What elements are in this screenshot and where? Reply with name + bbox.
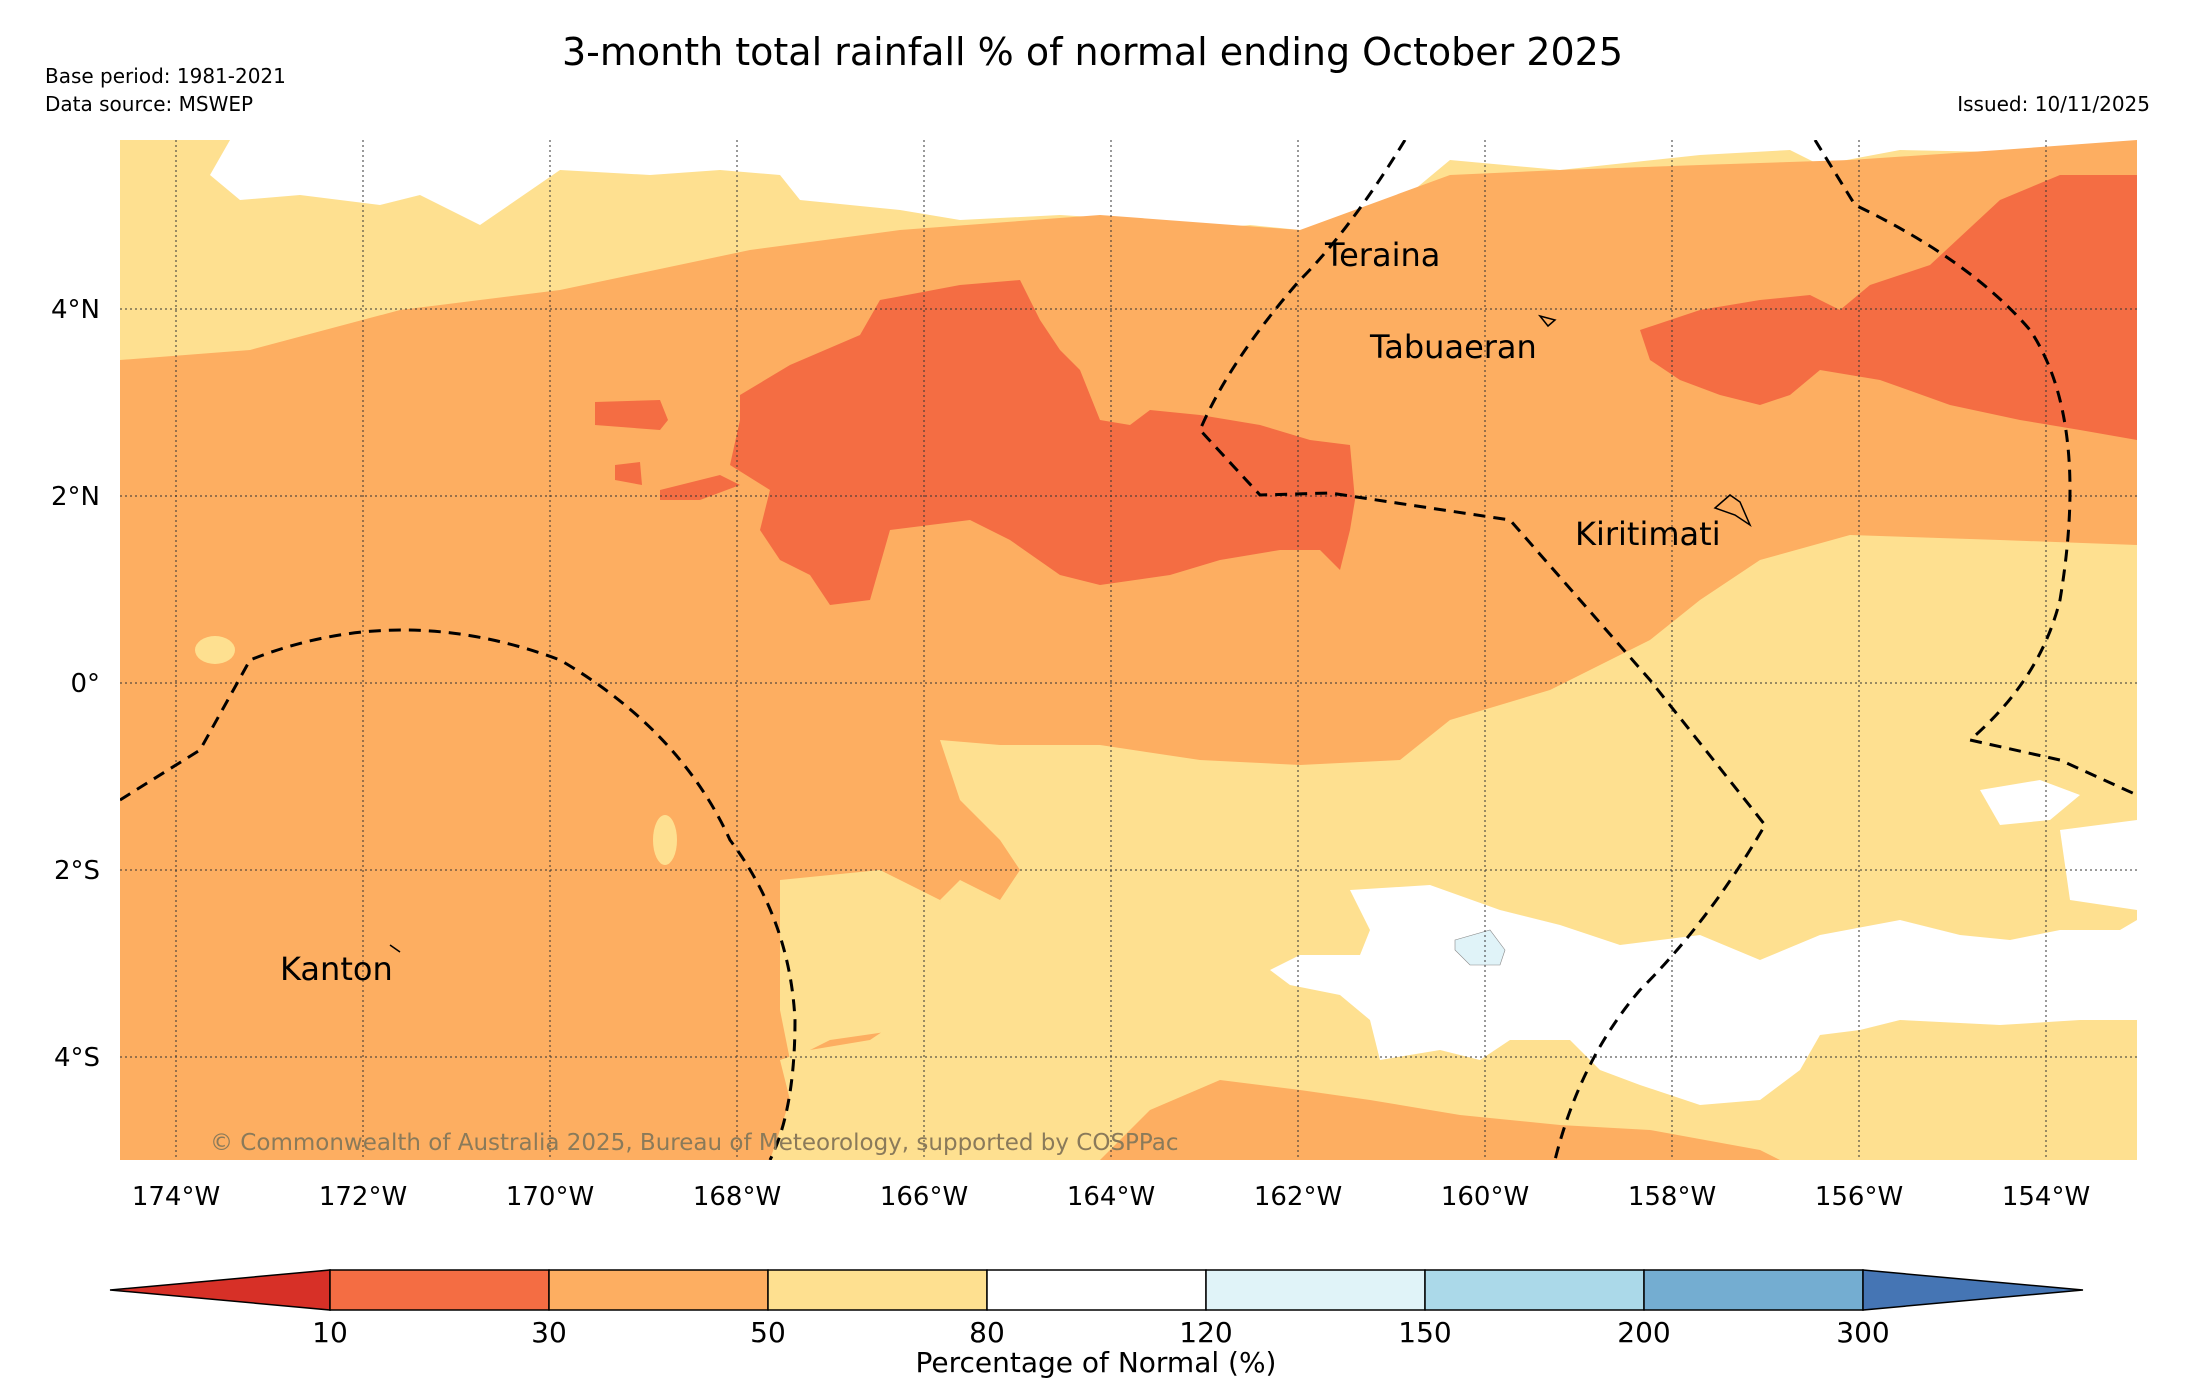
kanton-island-icon (389, 944, 401, 953)
lon-label-160w: 160°W (1441, 1182, 1529, 1212)
lat-label-2n: 2°N (51, 482, 100, 512)
lon-label-168w: 168°W (693, 1182, 781, 1212)
colorbar-segment-200-300 (1643, 1269, 1864, 1311)
colorbar: 10 30 50 80 120 150 200 300 Percentage o… (109, 1269, 2084, 1379)
lon-label-162w: 162°W (1254, 1182, 1342, 1212)
colorbar-label: Percentage of Normal (%) (916, 1346, 1277, 1379)
eez-east (1813, 140, 2137, 797)
lon-label-154w: 154°W (2002, 1182, 2090, 1212)
lon-label-156w: 156°W (1815, 1182, 1903, 1212)
colorbar-tick-300: 300 (1836, 1316, 1889, 1349)
colorbar-tick-150: 150 (1398, 1316, 1451, 1349)
region-50-80-islet-west (195, 636, 235, 664)
lon-label-172w: 172°W (319, 1182, 407, 1212)
graticule (120, 140, 2137, 1160)
colorbar-tick-120: 120 (1179, 1316, 1232, 1349)
region-120-150 (1454, 929, 1506, 966)
region-30-50-south (1100, 1080, 1780, 1160)
data-source: Data source: MSWEP (45, 92, 254, 116)
label-teraina: Teraina (1324, 236, 1440, 274)
colorbar-segment-below-10 (109, 1269, 331, 1311)
region-10-30-west-patch (595, 400, 668, 430)
colorbar-tick-50: 50 (750, 1316, 786, 1349)
map-title: 3-month total rainfall % of normal endin… (561, 30, 1624, 74)
region-80-120-east-2 (2060, 820, 2137, 910)
base-period: Base period: 1981-2021 (45, 64, 286, 88)
region-10-30-west-patch-3 (615, 462, 642, 485)
kiritimati-island-icon (1713, 494, 1752, 528)
colorbar-tick-10: 10 (312, 1316, 348, 1349)
colorbar-tick-30: 30 (531, 1316, 567, 1349)
lon-label-166w: 166°W (880, 1182, 968, 1212)
issued-date: Issued: 10/11/2025 (1957, 92, 2150, 116)
colorbar-segment-120-150 (1205, 1269, 1426, 1311)
latitude-labels: 4°N 2°N 0° 2°S 4°S (51, 295, 100, 1073)
colorbar-segment-above-300 (1862, 1269, 2084, 1311)
label-kiritimati: Kiritimati (1575, 515, 1721, 553)
colorbar-segment-80-120 (986, 1269, 1207, 1311)
map-plot-area (120, 140, 2137, 1160)
eez-kanton (120, 628, 797, 1160)
lon-label-158w: 158°W (1628, 1182, 1716, 1212)
lon-label-170w: 170°W (506, 1182, 594, 1212)
lat-label-4n: 4°N (51, 295, 100, 325)
region-80-120-east (1980, 780, 2080, 825)
region-10-30-northeast (1640, 175, 2137, 440)
tabuaeran-island-icon (1537, 314, 1557, 328)
lat-label-2s: 2°S (54, 856, 100, 886)
longitude-labels: 174°W 172°W 170°W 168°W 166°W 164°W 162°… (132, 1182, 2090, 1212)
region-80-120-north (210, 140, 2137, 230)
lon-label-174w: 174°W (132, 1182, 220, 1212)
region-50-80-patch (780, 870, 950, 1060)
colorbar-segment-10-30 (329, 1269, 550, 1311)
island-markers (389, 314, 1752, 953)
lat-label-4s: 4°S (54, 1043, 100, 1073)
colorbar-tick-200: 200 (1617, 1316, 1670, 1349)
colorbar-segment-150-200 (1424, 1269, 1645, 1311)
colorbar-segment-50-80 (767, 1269, 988, 1311)
colorbar-ticks: 10 30 50 80 120 150 200 300 (312, 1316, 1890, 1349)
region-30-50 (120, 140, 2137, 1160)
lat-label-0: 0° (70, 669, 100, 699)
colorbar-tick-80: 80 (969, 1316, 1005, 1349)
eez-boundaries (120, 140, 2137, 1160)
colorbar-segment-30-50 (548, 1269, 769, 1311)
eez-line-islands (1198, 140, 1767, 1160)
region-50-80-islet (653, 815, 677, 865)
copyright-notice: © Commonwealth of Australia 2025, Bureau… (210, 1130, 1179, 1156)
region-10-30-west-patch-2 (660, 475, 740, 500)
label-tabuaeran: Tabuaeran (1369, 328, 1537, 366)
lon-label-164w: 164°W (1067, 1182, 1155, 1212)
label-kanton: Kanton (280, 950, 393, 988)
region-10-30-central (730, 280, 1355, 605)
